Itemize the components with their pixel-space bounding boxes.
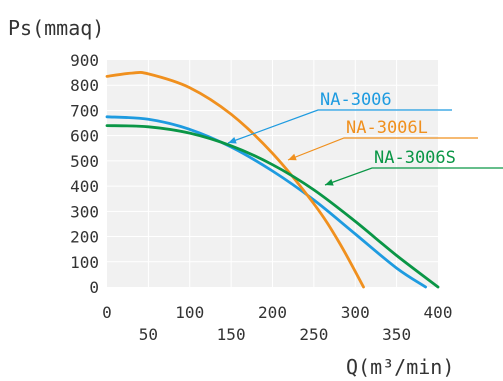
y-tick-label: 100: [70, 253, 99, 272]
series-line: [105, 124, 440, 289]
callout-arrowhead: [288, 153, 297, 161]
callout-arrowhead: [228, 137, 237, 144]
y-tick-label: 600: [70, 127, 99, 146]
y-tick-label: 200: [70, 228, 99, 247]
y-axis-title: Ps(mmaq): [8, 16, 104, 40]
x-tick-label: 300: [341, 303, 370, 322]
series-callout: NA-3006: [227, 90, 452, 144]
callout-leader-line: [324, 167, 503, 186]
x-tick-label: 350: [382, 325, 411, 344]
series-label: NA-3006: [320, 90, 392, 110]
x-tick-label: 100: [175, 303, 204, 322]
y-tick-labels: 0 100 200 300 400 500 600 700 800 900: [70, 51, 99, 297]
series-callouts: NA-3006 NA-3006L NA-3006S: [227, 90, 503, 186]
x-tick-label: 50: [139, 325, 158, 344]
series-label: NA-3006S: [374, 148, 456, 168]
x-tick-label: 400: [424, 303, 453, 322]
callout-leader-line: [227, 109, 452, 144]
x-tick-label: 250: [299, 325, 328, 344]
callout-arrowhead: [325, 179, 334, 186]
x-tick-labels: 0 50 100 150 200 250 300 350 400: [102, 303, 452, 344]
series-callout: NA-3006L: [287, 118, 478, 161]
y-tick-label: 300: [70, 202, 99, 221]
series-line: [105, 115, 427, 289]
series-line: [105, 71, 365, 289]
x-axis-title: Q(m³/min): [346, 355, 454, 379]
x-tick-label: 200: [258, 303, 287, 322]
series-label: NA-3006L: [346, 118, 428, 138]
y-tick-label: 900: [70, 51, 99, 70]
y-tick-label: 800: [70, 76, 99, 95]
series-lines: [105, 71, 440, 289]
x-tick-label: 150: [217, 325, 246, 344]
x-tick-label: 0: [102, 303, 112, 322]
y-tick-label: 0: [89, 278, 99, 297]
grid: [107, 60, 438, 287]
y-tick-label: 700: [70, 101, 99, 120]
y-tick-label: 500: [70, 152, 99, 171]
y-tick-label: 400: [70, 177, 99, 196]
series-callout: NA-3006S: [324, 148, 503, 186]
callout-leader-line: [287, 137, 478, 161]
